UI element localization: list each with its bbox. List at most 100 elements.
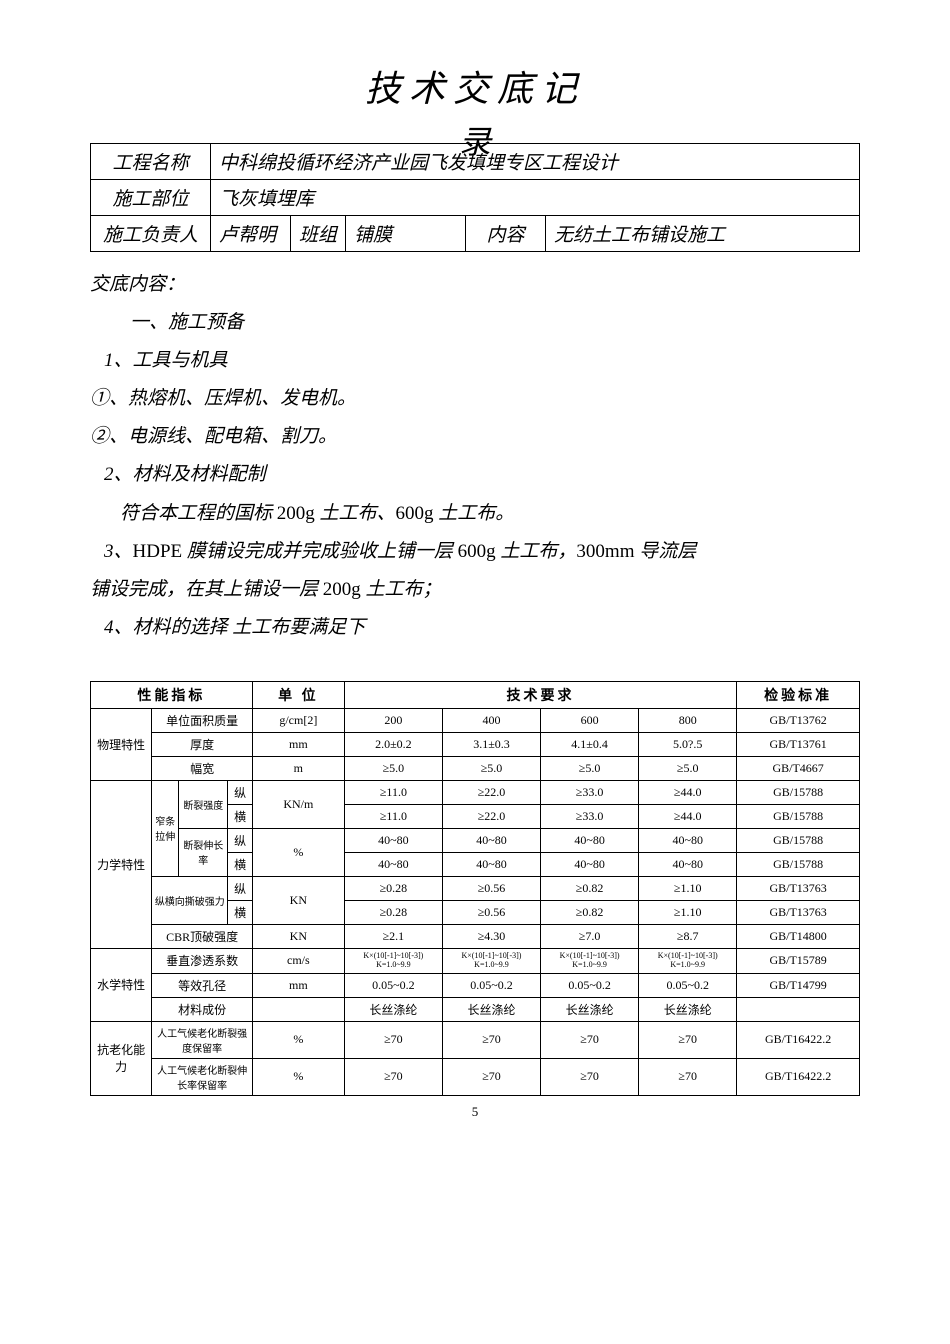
- cat-hydr: 水学特性: [91, 948, 152, 1021]
- cell: 0.05~0.2: [344, 973, 442, 997]
- part-label: 施工部位: [91, 180, 211, 216]
- cell: ≥11.0: [344, 780, 442, 804]
- cell: 长丝涤纶: [442, 997, 540, 1021]
- cat-mech: 力学特性: [91, 780, 152, 948]
- cell: 3.1±0.3: [442, 732, 540, 756]
- row-unit: mm: [252, 973, 344, 997]
- cell: 800: [639, 708, 737, 732]
- page-number: 5: [90, 1104, 860, 1120]
- cell: GB/15788: [737, 780, 860, 804]
- team-value: 铺膜: [346, 216, 466, 252]
- row-unit: %: [252, 1021, 344, 1058]
- cell: K×(10[-1]~10[-3]) K=1.0~9.9: [442, 948, 540, 973]
- cell: ≥5.0: [442, 756, 540, 780]
- hdr-perf: 性能指标: [91, 681, 253, 708]
- cell: 2.0±0.2: [344, 732, 442, 756]
- spec-table: 性能指标 单 位 技术要求 检验标准 物理特性 单位面积质量 g/cm[2] 2…: [90, 681, 860, 1096]
- cell: 40~80: [344, 828, 442, 852]
- cell: GB/T13761: [737, 732, 860, 756]
- cell: 长丝涤纶: [541, 997, 639, 1021]
- line: 4、材料的选择 土工布要满足下: [90, 610, 860, 646]
- cell: 长丝涤纶: [344, 997, 442, 1021]
- cell: ≥0.82: [541, 876, 639, 900]
- resp-label: 施工负责人: [91, 216, 211, 252]
- row-unit: [252, 997, 344, 1021]
- row-name: 厚度: [152, 732, 253, 756]
- row-break-str: 断裂强度: [179, 780, 228, 828]
- hdr-unit: 单 位: [252, 681, 344, 708]
- row-unit: %: [252, 828, 344, 876]
- cell: ≥70: [344, 1058, 442, 1095]
- cell: ≥8.7: [639, 924, 737, 948]
- row-unit: KN: [252, 924, 344, 948]
- cell: 40~80: [541, 828, 639, 852]
- cell: ≥22.0: [442, 804, 540, 828]
- content-value: 无纺土工布铺设施工: [546, 216, 860, 252]
- cell: ≥70: [639, 1058, 737, 1095]
- row-name: 人工气候老化断裂强度保留率: [152, 1021, 253, 1058]
- cell: ≥11.0: [344, 804, 442, 828]
- row-unit: g/cm[2]: [252, 708, 344, 732]
- line: 铺设完成，在其上铺设一层 200g 土工布；: [90, 572, 860, 608]
- dir-long: 纵: [228, 828, 253, 852]
- cell: ≥70: [541, 1058, 639, 1095]
- cell: [737, 997, 860, 1021]
- row-name: 材料成份: [152, 997, 253, 1021]
- cell: GB/15788: [737, 828, 860, 852]
- dir-long: 纵: [228, 876, 253, 900]
- hdr-std: 检验标准: [737, 681, 860, 708]
- line: 符合本工程的国标 200g 土工布、600g 土工布。: [90, 496, 860, 532]
- cell: ≥1.10: [639, 900, 737, 924]
- line: 1、工具与机具: [90, 343, 860, 379]
- cell: ≥1.10: [639, 876, 737, 900]
- cell: GB/T13762: [737, 708, 860, 732]
- cell: 0.05~0.2: [639, 973, 737, 997]
- cell: ≥70: [344, 1021, 442, 1058]
- row-name: CBR顶破强度: [152, 924, 253, 948]
- cell: GB/T13763: [737, 900, 860, 924]
- cell: 600: [541, 708, 639, 732]
- project-label: 工程名称: [91, 144, 211, 180]
- cell: 长丝涤纶: [639, 997, 737, 1021]
- row-unit: m: [252, 756, 344, 780]
- dir-long: 纵: [228, 780, 253, 804]
- cat-aging: 抗老化能力: [91, 1021, 152, 1095]
- cell: 40~80: [442, 852, 540, 876]
- cell: ≥0.56: [442, 900, 540, 924]
- row-unit: KN/m: [252, 780, 344, 828]
- cell: 40~80: [344, 852, 442, 876]
- cell: ≥33.0: [541, 780, 639, 804]
- cell: K×(10[-1]~10[-3]) K=1.0~9.9: [639, 948, 737, 973]
- row-name: 人工气候老化断裂伸长率保留率: [152, 1058, 253, 1095]
- cell: ≥4.30: [442, 924, 540, 948]
- cell: ≥0.56: [442, 876, 540, 900]
- cell: ≥0.28: [344, 876, 442, 900]
- hdr-req: 技术要求: [344, 681, 736, 708]
- row-name: 单位面积质量: [152, 708, 253, 732]
- cell: K×(10[-1]~10[-3]) K=1.0~9.9: [344, 948, 442, 973]
- cell: GB/T16422.2: [737, 1058, 860, 1095]
- cell: 40~80: [639, 852, 737, 876]
- line: ②、电源线、配电箱、割刀。: [90, 419, 860, 455]
- cell: 0.05~0.2: [541, 973, 639, 997]
- cell: 40~80: [541, 852, 639, 876]
- cell: GB/T14799: [737, 973, 860, 997]
- cell: ≥5.0: [639, 756, 737, 780]
- row-name: 幅宽: [152, 756, 253, 780]
- cell: ≥2.1: [344, 924, 442, 948]
- dir-trans: 横: [228, 900, 253, 924]
- resp-value: 卢帮明: [211, 216, 291, 252]
- cell: GB/T16422.2: [737, 1021, 860, 1058]
- cell: ≥5.0: [541, 756, 639, 780]
- header-table: 工程名称 中科绵投循环经济产业园飞发填埋专区工程设计 施工部位 飞灰填埋库 施工…: [90, 143, 860, 252]
- cell: GB/T15789: [737, 948, 860, 973]
- cell: GB/15788: [737, 804, 860, 828]
- row-break-elo: 断裂伸长率: [179, 828, 228, 876]
- cell: ≥7.0: [541, 924, 639, 948]
- part-value: 飞灰填埋库: [211, 180, 860, 216]
- cell: ≥70: [639, 1021, 737, 1058]
- cell: 200: [344, 708, 442, 732]
- cell: GB/T13763: [737, 876, 860, 900]
- cell: ≥5.0: [344, 756, 442, 780]
- cell: ≥0.28: [344, 900, 442, 924]
